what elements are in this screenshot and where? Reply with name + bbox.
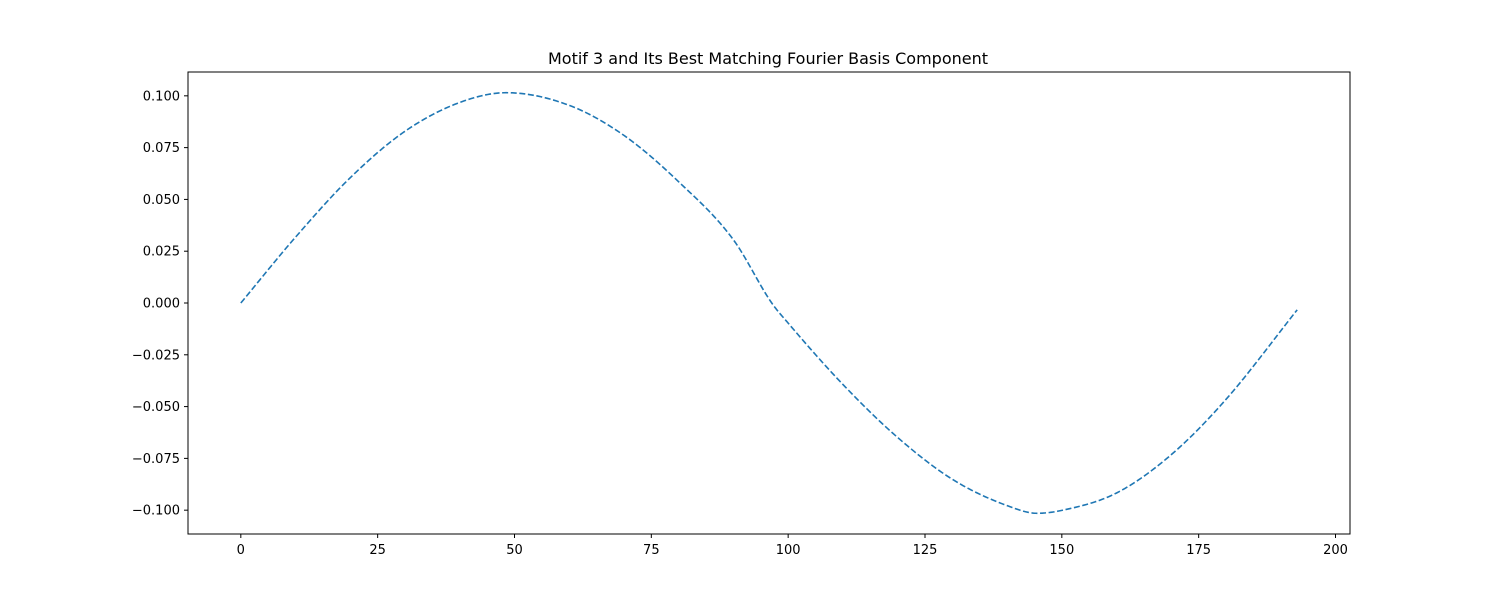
y-tick-label: −0.050 xyxy=(132,400,180,415)
y-tick-label: −0.075 xyxy=(132,452,180,467)
y-axis: 0.100 0.075 0.050 0.025 0.000 −0.025 −0.050 −0.… xyxy=(132,89,188,519)
y-tick-label: 0.100 xyxy=(143,89,180,104)
x-axis: 0 25 50 75 100 125 150 175 200 xyxy=(237,534,1348,558)
y-tick-label: 0.050 xyxy=(143,193,180,208)
x-tick-label: 100 xyxy=(776,543,801,558)
y-tick-label: 0.075 xyxy=(143,141,180,156)
y-tick-label: 0.000 xyxy=(143,297,180,312)
x-tick-label: 150 xyxy=(1049,543,1074,558)
x-tick-label: 50 xyxy=(506,543,523,558)
y-tick-label: −0.025 xyxy=(132,348,180,363)
series-line-0 xyxy=(240,91,1298,515)
plot-area xyxy=(240,91,1298,515)
x-tick-label: 175 xyxy=(1186,543,1211,558)
y-tick-label: −0.100 xyxy=(132,504,180,519)
x-tick-label: 75 xyxy=(643,543,660,558)
x-tick-label: 200 xyxy=(1323,543,1348,558)
chart-title: Motif 3 and Its Best Matching Fourier Ba… xyxy=(548,49,988,68)
y-tick-label: 0.025 xyxy=(143,245,180,260)
x-tick-label: 0 xyxy=(237,543,245,558)
x-tick-label: 125 xyxy=(913,543,938,558)
x-tick-label: 25 xyxy=(369,543,386,558)
